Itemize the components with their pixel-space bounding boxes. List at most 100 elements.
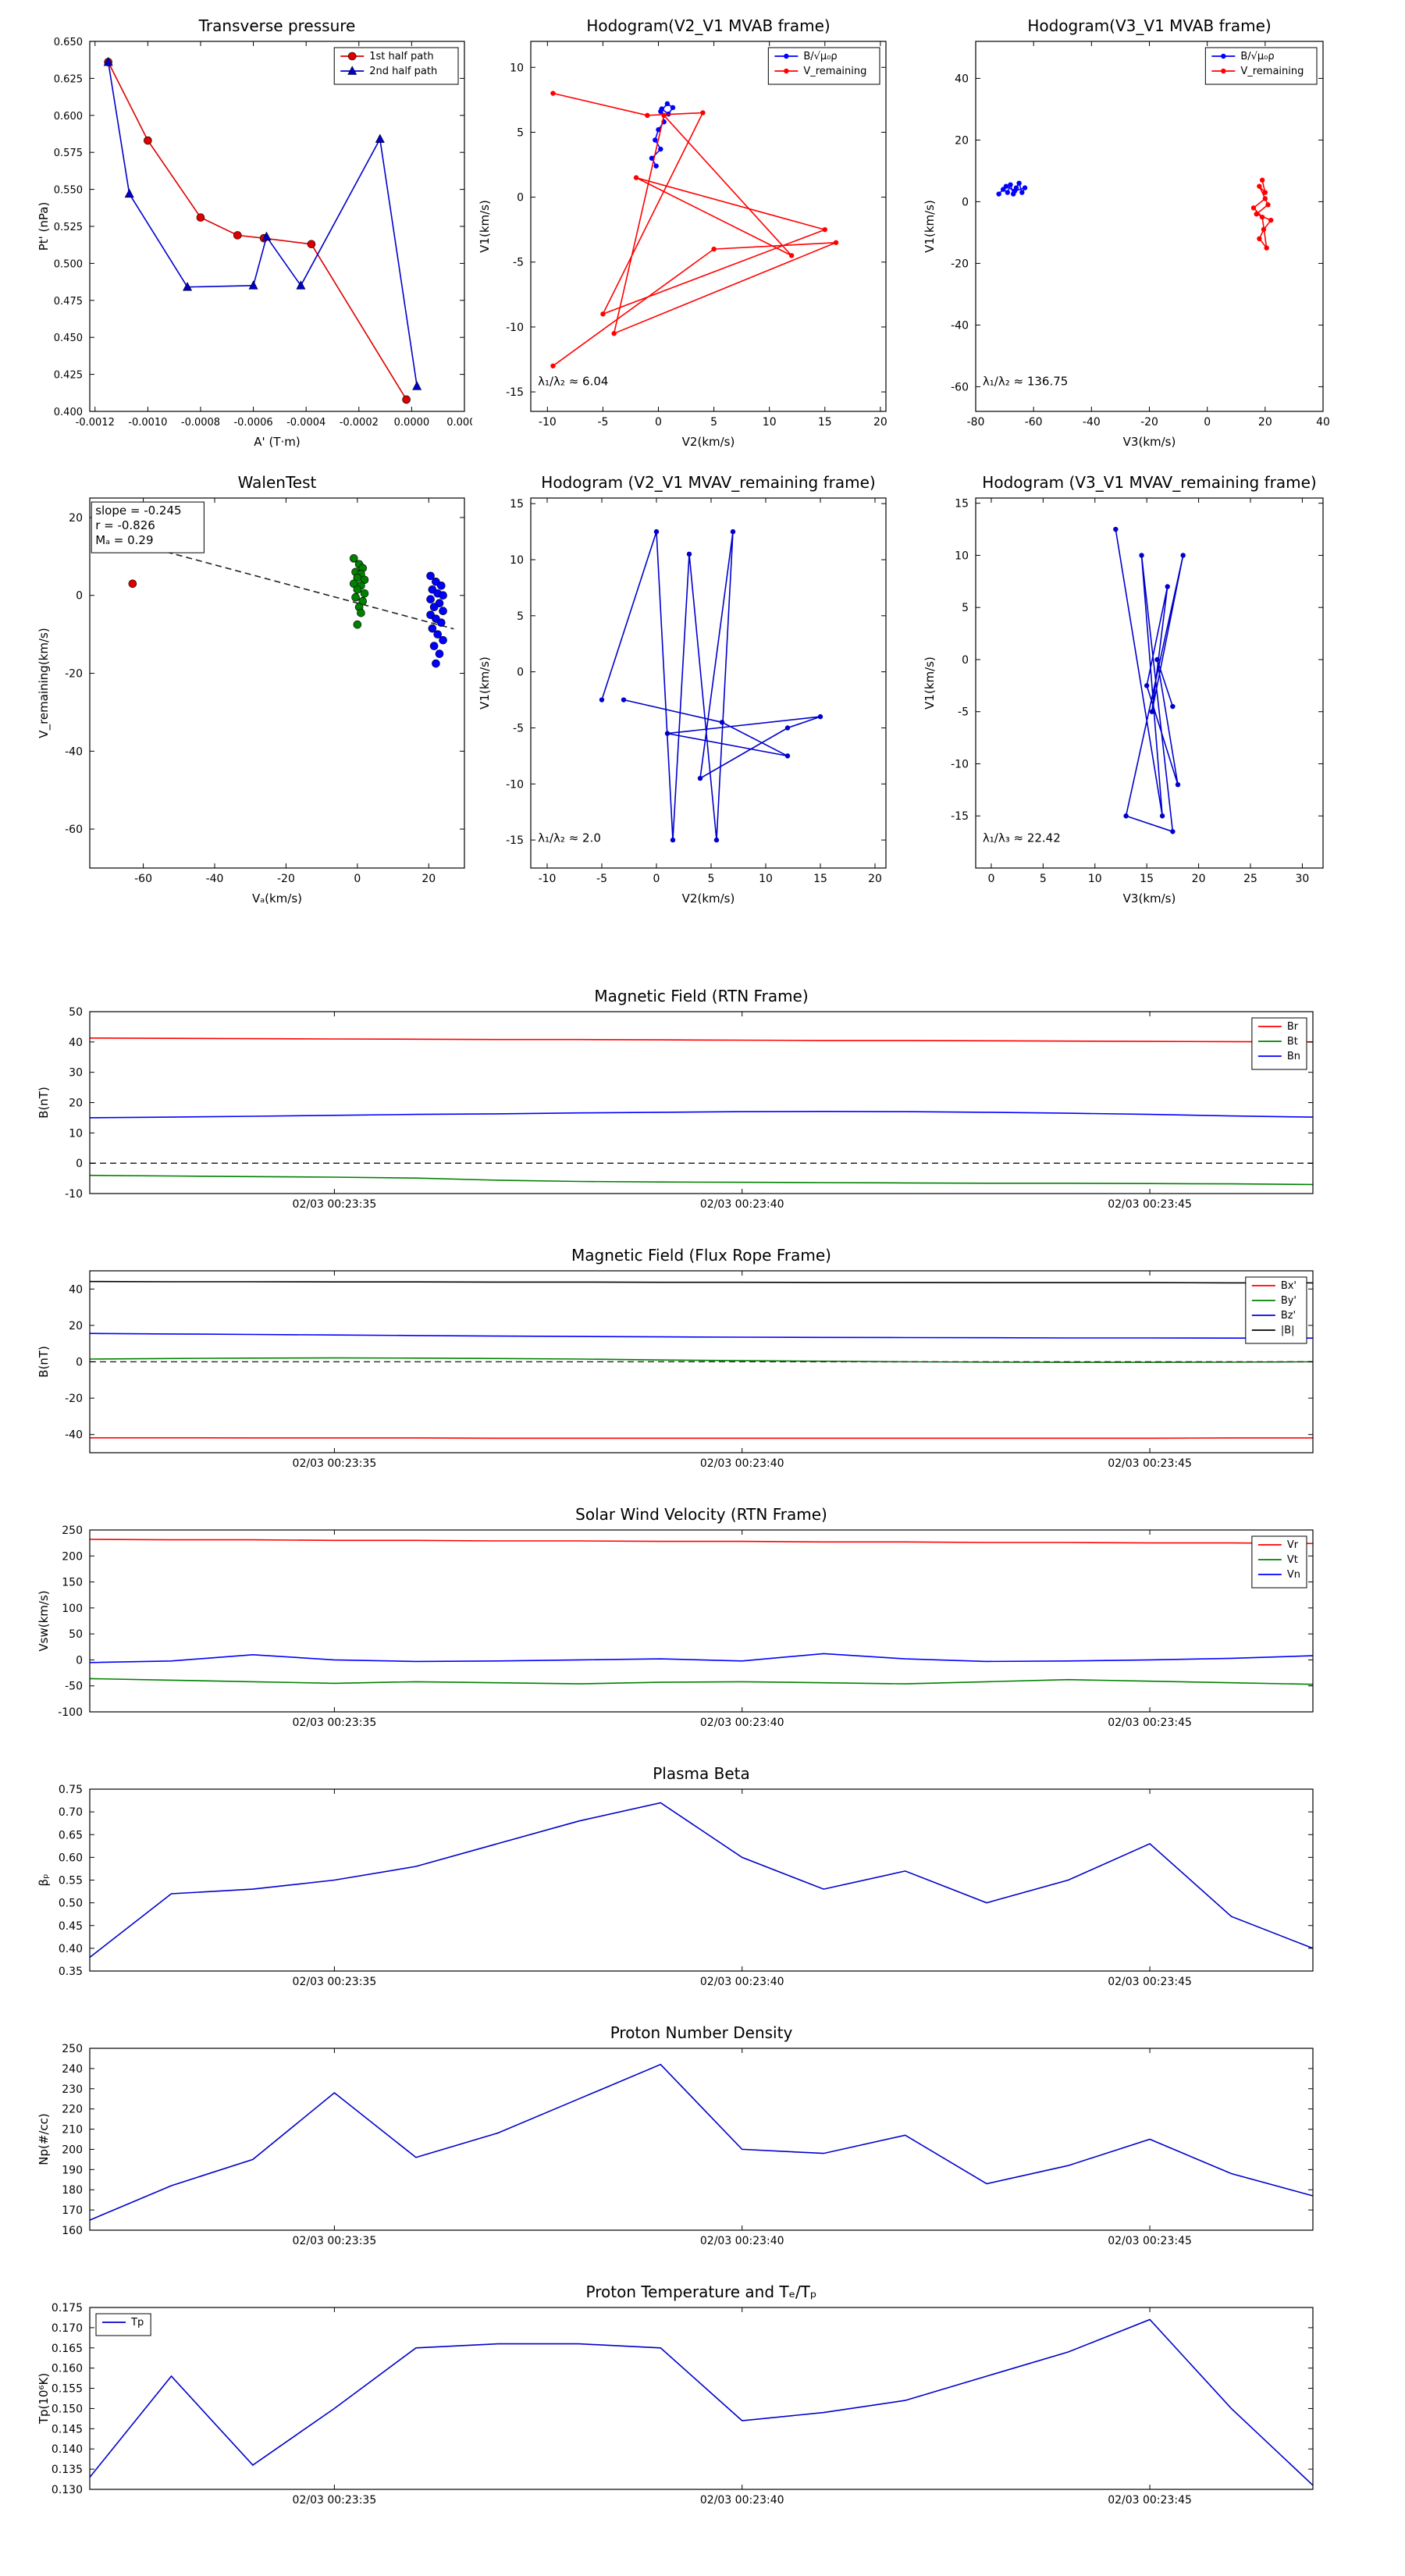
svg-text:-60: -60 bbox=[951, 381, 969, 393]
svg-text:1st half path: 1st half path bbox=[369, 51, 433, 62]
svg-text:220: 220 bbox=[62, 2104, 83, 2116]
svg-text:-5: -5 bbox=[596, 873, 607, 885]
svg-text:0: 0 bbox=[987, 873, 994, 885]
svg-text:0.150: 0.150 bbox=[52, 2403, 83, 2415]
svg-text:Magnetic Field (Flux Rope Fram: Magnetic Field (Flux Rope Frame) bbox=[571, 1246, 831, 1265]
svg-text:0.170: 0.170 bbox=[52, 2322, 83, 2335]
svg-text:10: 10 bbox=[510, 62, 524, 74]
plot-proton-temperature: 02/03 00:23:35 02/03 00:23:40 02/03 00:23:… bbox=[31, 2278, 1327, 2516]
svg-text:0: 0 bbox=[76, 1158, 83, 1170]
svg-text:r = -0.826: r = -0.826 bbox=[95, 518, 155, 532]
svg-text:Np(#/cc): Np(#/cc) bbox=[37, 2113, 51, 2165]
svg-text:0: 0 bbox=[76, 590, 83, 603]
plot-transverse-pressure: -0.0012 -0.0010 -0.0008 -0.0006 -0.0004 -0.00… bbox=[31, 12, 482, 457]
svg-text:40: 40 bbox=[955, 73, 969, 85]
plot-hodogram-v2v1-mvav: -10 -5 0 5 10 15 20 -15 -10 -5 0 5 10 15 Hodogram (V2_… bbox=[472, 468, 898, 913]
svg-text:20: 20 bbox=[873, 416, 887, 429]
svg-text:-0.0010: -0.0010 bbox=[128, 417, 167, 429]
svg-text:Bt: Bt bbox=[1287, 1036, 1298, 1048]
svg-text:V_remaining: V_remaining bbox=[803, 66, 866, 77]
svg-text:25: 25 bbox=[1243, 873, 1257, 885]
svg-text:-0.0004: -0.0004 bbox=[286, 417, 325, 429]
svg-text:5: 5 bbox=[708, 873, 715, 885]
svg-text:0: 0 bbox=[76, 1357, 83, 1369]
svg-text:V3(km/s): V3(km/s) bbox=[1123, 435, 1176, 449]
svg-text:02/03 00:23:40: 02/03 00:23:40 bbox=[700, 1457, 784, 1470]
svg-text:15: 15 bbox=[955, 498, 969, 511]
svg-text:40: 40 bbox=[69, 1283, 83, 1296]
svg-text:02/03 00:23:35: 02/03 00:23:35 bbox=[293, 1976, 377, 1988]
svg-text:150: 150 bbox=[62, 1577, 83, 1589]
svg-text:02/03 00:23:35: 02/03 00:23:35 bbox=[293, 1457, 377, 1470]
svg-text:10: 10 bbox=[69, 1127, 83, 1140]
svg-text:0: 0 bbox=[1204, 416, 1211, 429]
svg-text:V1(km/s): V1(km/s) bbox=[478, 656, 492, 710]
svg-text:15: 15 bbox=[813, 873, 827, 885]
svg-text:02/03 00:23:45: 02/03 00:23:45 bbox=[1108, 1457, 1192, 1470]
svg-text:20: 20 bbox=[69, 1320, 83, 1332]
svg-text:-60: -60 bbox=[1025, 416, 1043, 429]
svg-text:170: 170 bbox=[62, 2204, 83, 2217]
svg-text:0.140: 0.140 bbox=[52, 2443, 83, 2456]
svg-text:0.500: 0.500 bbox=[54, 258, 83, 270]
svg-text:-10: -10 bbox=[539, 873, 557, 885]
svg-text:5: 5 bbox=[962, 602, 969, 614]
svg-text:-15: -15 bbox=[951, 810, 969, 823]
svg-text:0.625: 0.625 bbox=[54, 73, 83, 85]
svg-text:-0.0002: -0.0002 bbox=[340, 417, 379, 429]
svg-text:V1(km/s): V1(km/s) bbox=[478, 200, 492, 253]
svg-text:Tp: Tp bbox=[130, 2317, 144, 2329]
svg-text:20: 20 bbox=[1258, 416, 1272, 429]
svg-text:02/03 00:23:40: 02/03 00:23:40 bbox=[700, 1976, 784, 1988]
svg-text:240: 240 bbox=[62, 2063, 83, 2076]
svg-text:Vr: Vr bbox=[1287, 1539, 1299, 1551]
svg-text:Transverse pressure: Transverse pressure bbox=[198, 16, 356, 35]
svg-text:Vsw(km/s): Vsw(km/s) bbox=[37, 1590, 51, 1651]
svg-text:50: 50 bbox=[69, 1628, 83, 1641]
svg-text:-20: -20 bbox=[277, 873, 295, 885]
svg-text:V2(km/s): V2(km/s) bbox=[682, 435, 735, 449]
svg-text:B(nT): B(nT) bbox=[37, 1087, 51, 1119]
svg-text:0.75: 0.75 bbox=[59, 1784, 83, 1796]
svg-text:0: 0 bbox=[76, 1654, 83, 1667]
svg-text:λ₁/λ₂ ≈ 136.75: λ₁/λ₂ ≈ 136.75 bbox=[983, 375, 1068, 389]
svg-text:-20: -20 bbox=[951, 258, 969, 270]
svg-text:-40: -40 bbox=[206, 873, 224, 885]
plot-plasma-beta: 02/03 00:23:35 02/03 00:23:40 02/03 00:23:… bbox=[31, 1759, 1327, 1998]
svg-text:02/03 00:23:40: 02/03 00:23:40 bbox=[700, 2494, 784, 2507]
svg-text:0.475: 0.475 bbox=[54, 296, 83, 308]
svg-text:30: 30 bbox=[1296, 873, 1310, 885]
svg-text:-60: -60 bbox=[65, 824, 83, 836]
svg-text:Bx': Bx' bbox=[1281, 1280, 1297, 1292]
svg-text:100: 100 bbox=[62, 1603, 83, 1615]
svg-text:15: 15 bbox=[510, 498, 524, 511]
svg-text:-10: -10 bbox=[506, 322, 524, 334]
svg-text:02/03 00:23:35: 02/03 00:23:35 bbox=[293, 1198, 377, 1211]
plot-hodogram-v3v1-mvav: 0 5 10 15 20 25 30 -15 -10 -5 0 5 10 15 Hodogram (V3_V… bbox=[917, 468, 1335, 913]
svg-text:2nd half path: 2nd half path bbox=[369, 66, 437, 77]
svg-text:-10: -10 bbox=[951, 758, 969, 770]
svg-text:10: 10 bbox=[955, 550, 969, 562]
svg-text:Plasma Beta: Plasma Beta bbox=[653, 1764, 750, 1783]
svg-text:Vt: Vt bbox=[1287, 1554, 1298, 1566]
svg-text:20: 20 bbox=[69, 1098, 83, 1110]
svg-text:250: 250 bbox=[62, 1525, 83, 1537]
svg-text:slope = -0.245: slope = -0.245 bbox=[95, 503, 181, 518]
svg-text:-10: -10 bbox=[539, 416, 557, 429]
svg-text:02/03 00:23:45: 02/03 00:23:45 bbox=[1108, 1198, 1192, 1211]
svg-text:Proton Temperature and Tₑ/Tₚ: Proton Temperature and Tₑ/Tₚ bbox=[586, 2282, 817, 2301]
svg-text:V_remaining(km/s): V_remaining(km/s) bbox=[37, 628, 52, 738]
svg-text:βₚ: βₚ bbox=[37, 1874, 51, 1887]
svg-text:20: 20 bbox=[955, 134, 969, 147]
svg-text:Hodogram(V2_V1 MVAB frame): Hodogram(V2_V1 MVAB frame) bbox=[586, 16, 830, 35]
svg-text:B(nT): B(nT) bbox=[37, 1346, 51, 1378]
svg-text:0.525: 0.525 bbox=[54, 222, 83, 233]
svg-text:02/03 00:23:40: 02/03 00:23:40 bbox=[700, 1717, 784, 1729]
svg-text:20: 20 bbox=[422, 873, 436, 885]
svg-text:By': By' bbox=[1281, 1295, 1297, 1307]
svg-text:0.0000: 0.0000 bbox=[394, 417, 430, 429]
svg-text:0.165: 0.165 bbox=[52, 2343, 83, 2355]
svg-text:0: 0 bbox=[517, 667, 524, 679]
plot-magnetic-field-rtn: 02/03 00:23:35 02/03 00:23:40 02/03 00:23:… bbox=[31, 982, 1327, 1220]
